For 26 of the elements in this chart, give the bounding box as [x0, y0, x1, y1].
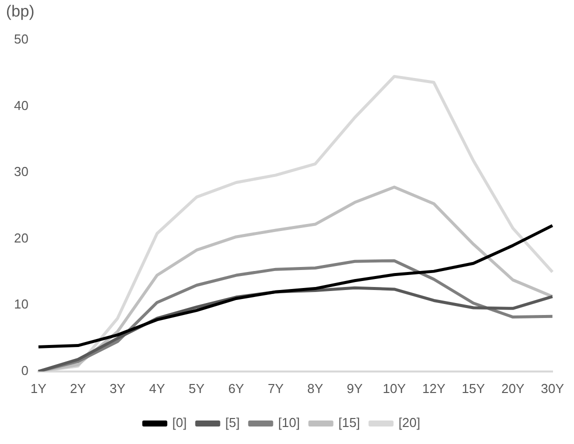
- x-tick-label: 15Y: [462, 380, 486, 396]
- x-tick-label: 6Y: [228, 380, 244, 396]
- x-tick-label: 2Y: [70, 380, 86, 396]
- x-tick-label: 7Y: [268, 380, 284, 396]
- y-tick-label: 0: [21, 362, 28, 378]
- x-tick-label: 1Y: [30, 380, 47, 396]
- y-tick-label: 10: [14, 296, 28, 312]
- x-tick-label: 20Y: [501, 380, 525, 396]
- y-tick-label: 30: [14, 164, 28, 180]
- legend-label: [0]: [172, 415, 187, 430]
- x-tick-label: 10Y: [382, 380, 406, 396]
- x-tick-label: 12Y: [422, 380, 446, 396]
- x-tick-label: 4Y: [149, 380, 166, 396]
- y-axis-title: (bp): [6, 3, 34, 20]
- y-tick-label: 50: [14, 32, 28, 47]
- x-tick-label: 8Y: [307, 380, 324, 396]
- legend-label: [20]: [398, 415, 420, 430]
- y-tick-label: 40: [14, 98, 28, 113]
- x-tick-label: 3Y: [110, 380, 126, 396]
- legend-label: [5]: [225, 415, 240, 430]
- x-tick-label: 9Y: [346, 380, 364, 396]
- legend-label: [10]: [278, 415, 300, 430]
- y-tick-label: 20: [14, 230, 28, 246]
- legend-label: [15]: [338, 415, 360, 430]
- x-tick-label: 5Y: [188, 380, 205, 396]
- x-tick-label: 30Y: [540, 380, 564, 396]
